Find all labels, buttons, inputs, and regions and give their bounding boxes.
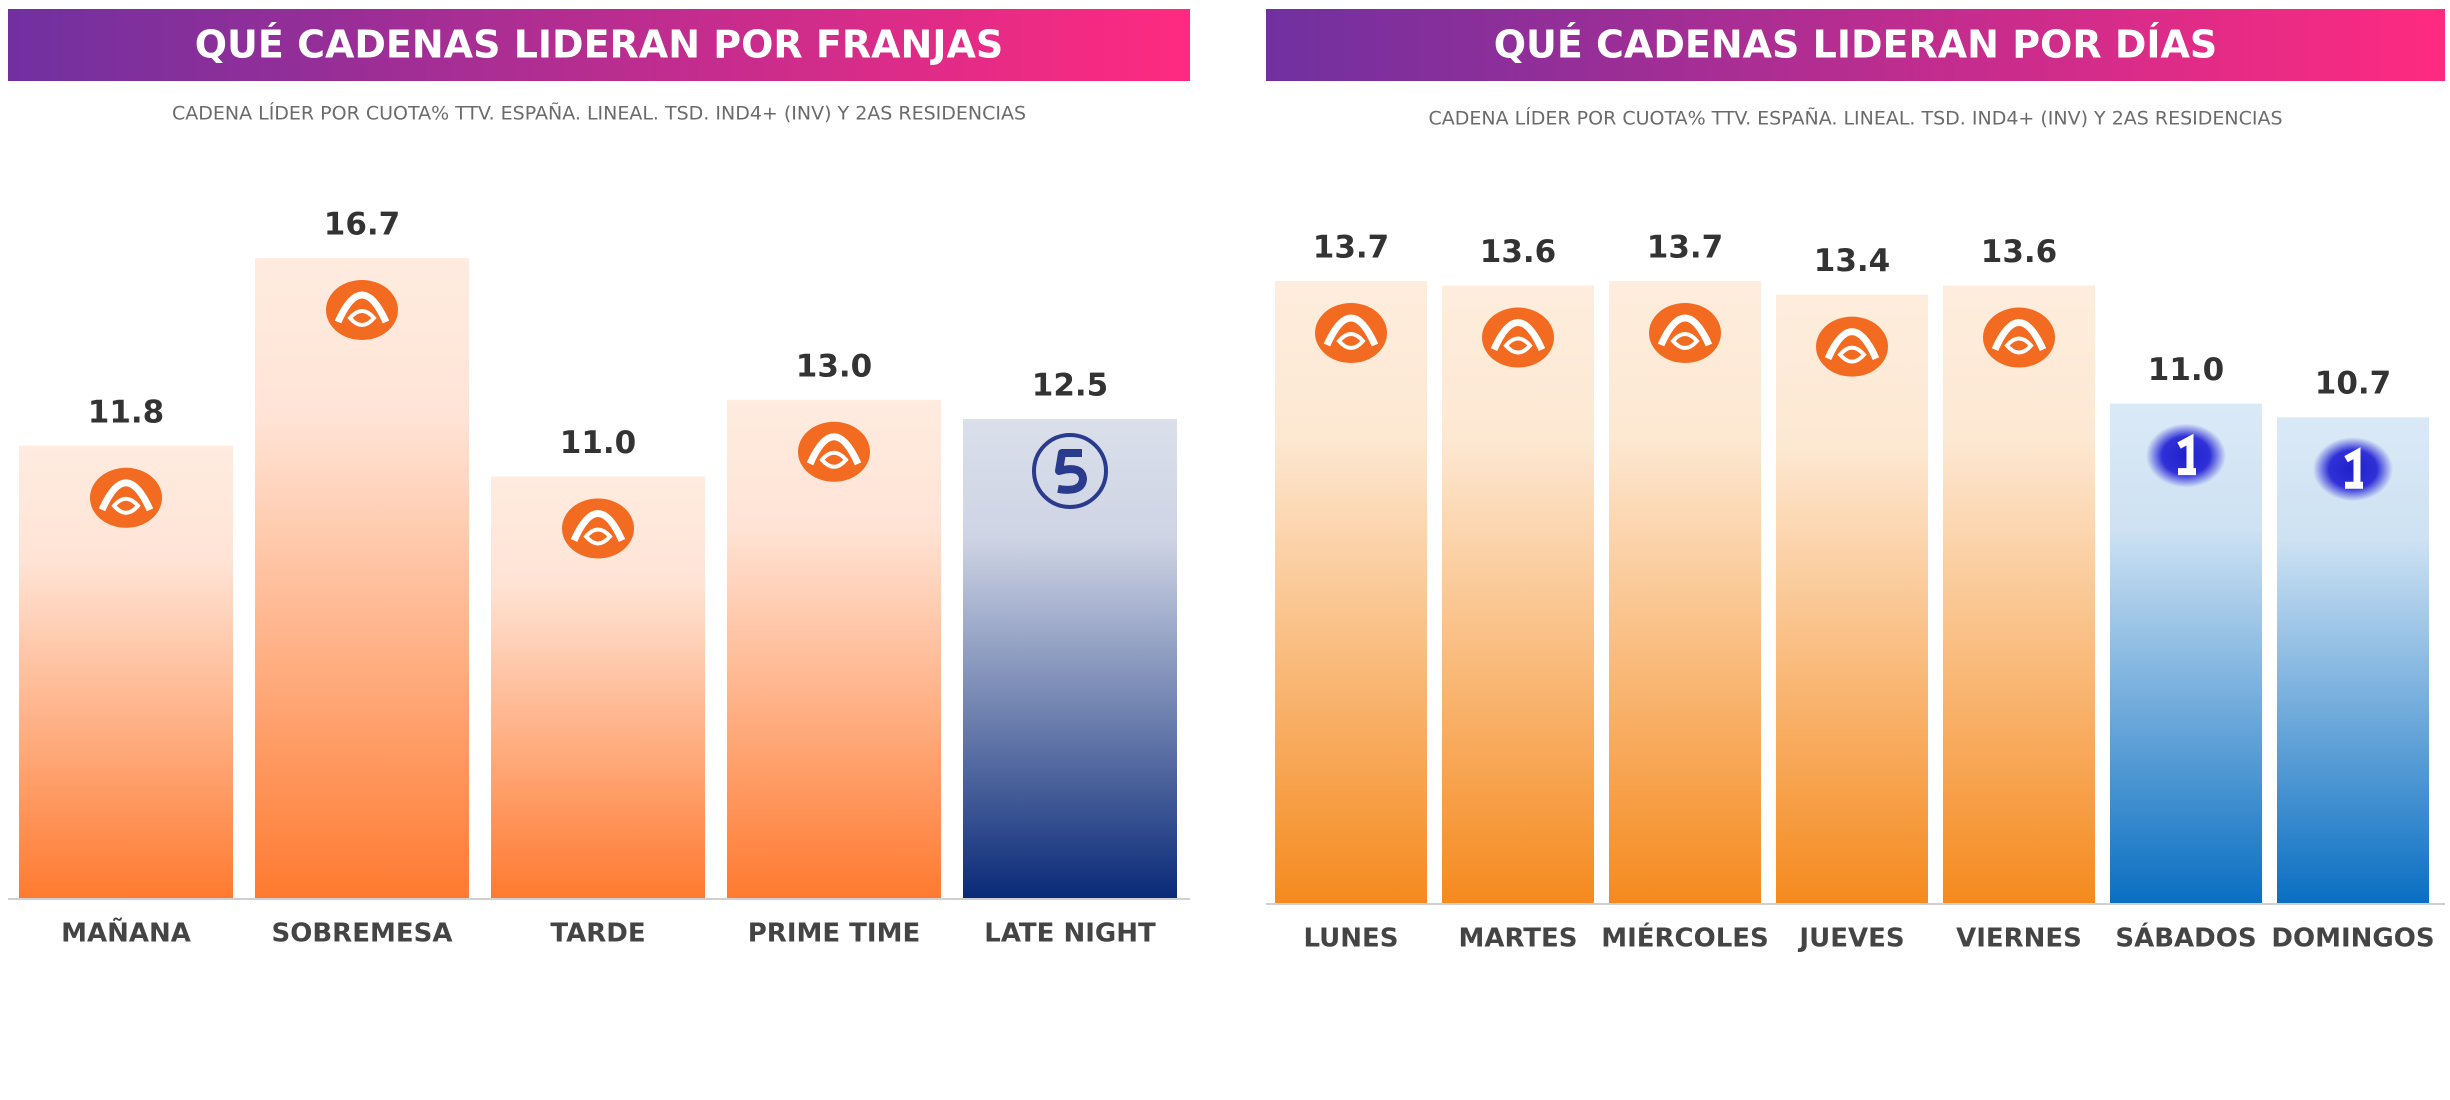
x-tick-label: MIÉRCOLES — [1601, 922, 1769, 954]
channel-logo — [1032, 432, 1108, 509]
title-bar — [1266, 9, 2445, 81]
x-tick-label: SÁBADOS — [2115, 922, 2256, 954]
channel-logo — [1816, 316, 1888, 377]
bar — [1275, 281, 1427, 903]
value-label: 10.7 — [2315, 366, 2392, 402]
value-label: 13.0 — [796, 348, 873, 384]
x-tick-label: DOMINGOS — [2271, 924, 2434, 954]
bar — [727, 399, 941, 898]
x-tick-label: PRIME TIME — [748, 919, 920, 949]
channel-logo — [798, 421, 870, 482]
value-label: 13.4 — [1814, 243, 1891, 279]
value-label: 11.0 — [560, 425, 637, 461]
channel-logo — [1983, 307, 2055, 368]
value-label: 13.6 — [1981, 234, 2058, 270]
channel-logo — [1315, 303, 1387, 363]
x-tick-label: SOBREMESA — [272, 919, 453, 949]
value-label: 11.0 — [2148, 352, 2225, 388]
x-tick-label: LATE NIGHT — [984, 919, 1156, 949]
value-label: 13.7 — [1647, 230, 1724, 266]
bar — [1943, 285, 2095, 903]
bar — [255, 258, 469, 898]
channel-logo — [1649, 303, 1721, 363]
value-label: 13.6 — [1480, 234, 1557, 270]
x-tick-label: MARTES — [1458, 924, 1577, 954]
title-bar — [8, 9, 1190, 81]
x-tick-label: JUEVES — [1797, 924, 1904, 954]
chart-subtitle: CADENA LÍDER POR CUOTA% TTV. ESPAÑA. LIN… — [172, 102, 1026, 125]
x-tick-label: MAÑANA — [61, 917, 191, 949]
bar — [1609, 281, 1761, 903]
channel-logo — [326, 280, 398, 340]
chart-subtitle: CADENA LÍDER POR CUOTA% TTV. ESPAÑA. LIN… — [1428, 107, 2282, 130]
bar — [1442, 285, 1594, 903]
bar — [1776, 294, 1928, 903]
value-label: 11.8 — [88, 394, 165, 430]
channel-logo — [90, 467, 162, 528]
channel-logo — [2146, 423, 2226, 488]
value-label: 12.5 — [1032, 367, 1109, 403]
bar — [963, 418, 1177, 898]
x-tick-label: TARDE — [550, 919, 645, 949]
value-label: 13.7 — [1313, 230, 1390, 266]
chart-title: QUÉ CADENAS LIDERAN POR DÍAS — [1494, 23, 2218, 67]
channel-logo — [2313, 437, 2393, 502]
value-label: 16.7 — [324, 207, 401, 243]
chart-title: QUÉ CADENAS LIDERAN POR FRANJAS — [195, 23, 1004, 67]
x-tick-label: LUNES — [1304, 924, 1399, 954]
channel-logo — [1482, 307, 1554, 368]
channel-logo — [562, 498, 634, 559]
x-tick-label: VIERNES — [1956, 924, 2082, 954]
